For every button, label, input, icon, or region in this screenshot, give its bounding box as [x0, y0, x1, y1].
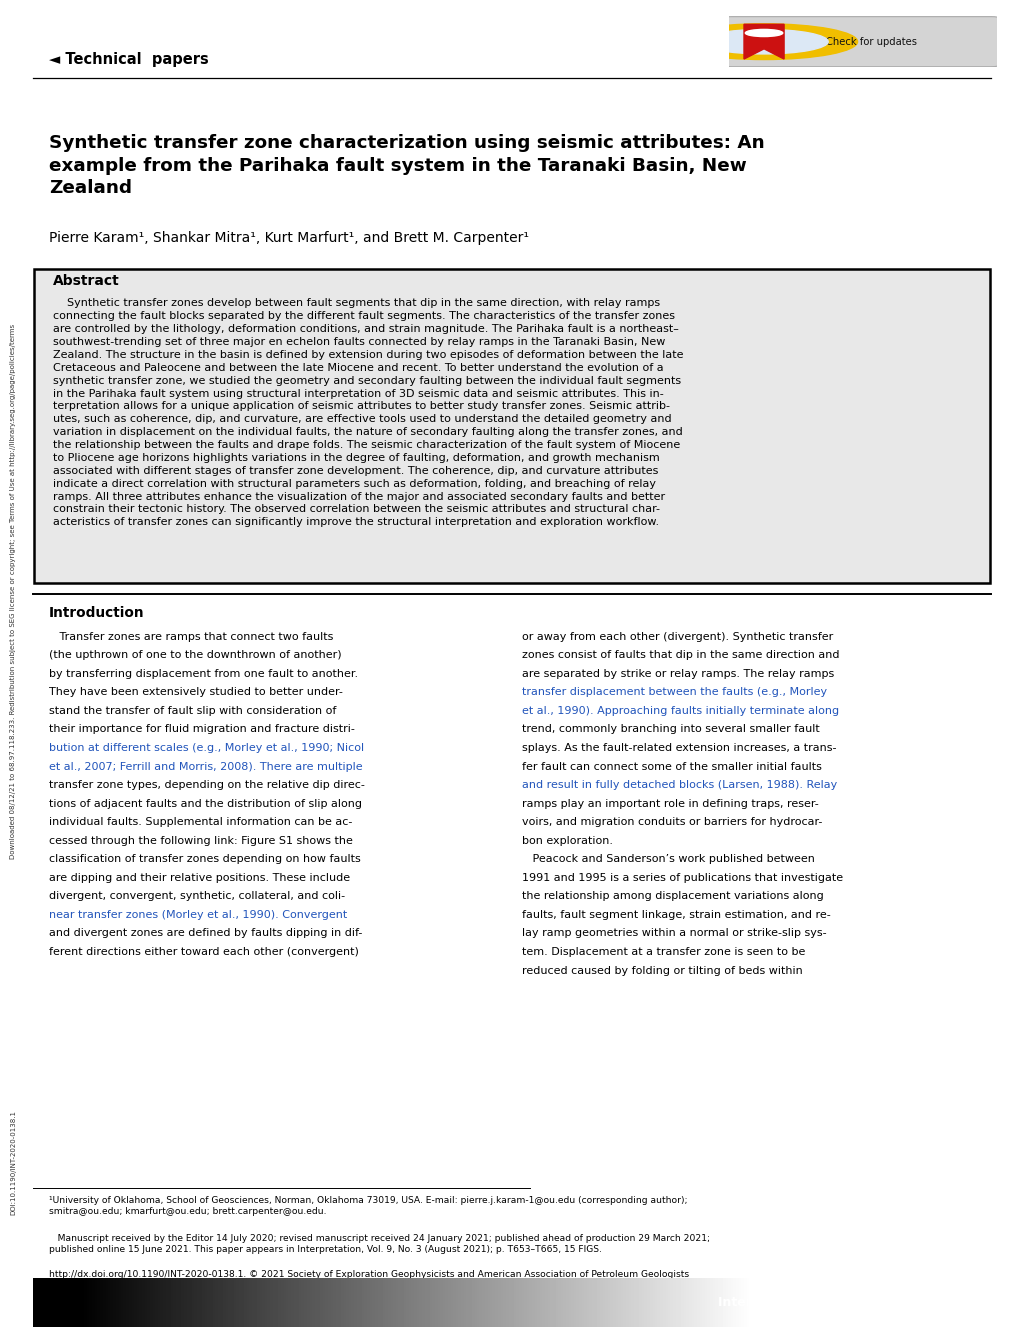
Text: by transferring displacement from one fault to another.: by transferring displacement from one fa… — [49, 669, 358, 679]
Text: cessed through the following link: Figure S1 shows the: cessed through the following link: Figur… — [49, 836, 353, 845]
Text: divergent, convergent, synthetic, collateral, and coli-: divergent, convergent, synthetic, collat… — [49, 891, 344, 902]
Text: ramps play an important role in defining traps, reser-: ramps play an important role in defining… — [522, 798, 818, 809]
Text: Synthetic transfer zone characterization using seismic attributes: An
example fr: Synthetic transfer zone characterization… — [49, 134, 764, 198]
Text: http://dx.doi.org/10.1190/INT-2020-0138.1. © 2021 Society of Exploration Geophys: http://dx.doi.org/10.1190/INT-2020-0138.… — [49, 1270, 689, 1279]
Text: bution at different scales (e.g., Morley et al., 1990; Nicol: bution at different scales (e.g., Morley… — [49, 743, 364, 753]
Text: transfer displacement between the faults (e.g., Morley: transfer displacement between the faults… — [522, 687, 826, 698]
Text: They have been extensively studied to better under-: They have been extensively studied to be… — [49, 687, 342, 698]
Text: trend, commonly branching into several smaller fault: trend, commonly branching into several s… — [522, 724, 819, 734]
Text: or away from each other (divergent). Synthetic transfer: or away from each other (divergent). Syn… — [522, 632, 833, 641]
Circle shape — [745, 30, 782, 36]
Text: et al., 1990). Approaching faults initially terminate along: et al., 1990). Approaching faults initia… — [522, 706, 839, 716]
Text: their importance for fluid migration and fracture distri-: their importance for fluid migration and… — [49, 724, 355, 734]
Text: the relationship among displacement variations along: the relationship among displacement vari… — [522, 891, 823, 902]
Text: and result in fully detached blocks (Larsen, 1988). Relay: and result in fully detached blocks (Lar… — [522, 780, 837, 790]
Text: faults, fault segment linkage, strain estimation, and re-: faults, fault segment linkage, strain es… — [522, 910, 830, 919]
Text: ¹University of Oklahoma, School of Geosciences, Norman, Oklahoma 73019, USA. E-m: ¹University of Oklahoma, School of Geosc… — [49, 1196, 687, 1216]
FancyBboxPatch shape — [723, 16, 999, 67]
FancyBboxPatch shape — [34, 269, 989, 583]
Text: Synthetic transfer zones develop between fault segments that dip in the same dir: Synthetic transfer zones develop between… — [53, 298, 683, 527]
Text: Abstract: Abstract — [53, 274, 119, 288]
Text: stand the transfer of fault slip with consideration of: stand the transfer of fault slip with co… — [49, 706, 336, 716]
Text: tions of adjacent faults and the distribution of slip along: tions of adjacent faults and the distrib… — [49, 798, 362, 809]
Text: fer fault can connect some of the smaller initial faults: fer fault can connect some of the smalle… — [522, 762, 821, 771]
Circle shape — [669, 24, 857, 59]
Text: 1991 and 1995 is a series of publications that investigate: 1991 and 1995 is a series of publication… — [522, 872, 843, 883]
Text: Introduction: Introduction — [49, 606, 145, 620]
Text: ferent directions either toward each other (convergent): ferent directions either toward each oth… — [49, 948, 359, 957]
Text: et al., 2007; Ferrill and Morris, 2008). There are multiple: et al., 2007; Ferrill and Morris, 2008).… — [49, 762, 362, 771]
Text: and divergent zones are defined by faults dipping in dif-: and divergent zones are defined by fault… — [49, 929, 362, 938]
Text: DOI:10.1190/INT-2020-0138.1: DOI:10.1190/INT-2020-0138.1 — [10, 1110, 16, 1215]
Text: Downloaded 08/12/21 to 68.97.118.233. Redistribution subject to SEG license or c: Downloaded 08/12/21 to 68.97.118.233. Re… — [10, 324, 16, 859]
Text: splays. As the fault-related extension increases, a trans-: splays. As the fault-related extension i… — [522, 743, 836, 753]
Text: individual faults. Supplemental information can be ac-: individual faults. Supplemental informat… — [49, 817, 352, 827]
Text: classification of transfer zones depending on how faults: classification of transfer zones dependi… — [49, 855, 361, 864]
Text: ◄ Technical  papers: ◄ Technical papers — [49, 51, 209, 67]
Text: transfer zone types, depending on the relative dip direc-: transfer zone types, depending on the re… — [49, 780, 365, 790]
Text: Peacock and Sanderson’s work published between: Peacock and Sanderson’s work published b… — [522, 855, 814, 864]
Text: Pierre Karam¹, Shankar Mitra¹, Kurt Marfurt¹, and Brett M. Carpenter¹: Pierre Karam¹, Shankar Mitra¹, Kurt Marf… — [49, 231, 529, 245]
Text: are separated by strike or relay ramps. The relay ramps: are separated by strike or relay ramps. … — [522, 669, 834, 679]
Text: (the upthrown of one to the downthrown of another): (the upthrown of one to the downthrown o… — [49, 650, 341, 660]
Text: are dipping and their relative positions. These include: are dipping and their relative positions… — [49, 872, 350, 883]
Polygon shape — [743, 24, 784, 59]
Text: bon exploration.: bon exploration. — [522, 836, 612, 845]
Text: Interpretation / August 2021   T653: Interpretation / August 2021 T653 — [717, 1296, 966, 1309]
Text: Check for updates: Check for updates — [824, 36, 916, 47]
Text: lay ramp geometries within a normal or strike-slip sys-: lay ramp geometries within a normal or s… — [522, 929, 826, 938]
Text: Manuscript received by the Editor 14 July 2020; revised manuscript received 24 J: Manuscript received by the Editor 14 Jul… — [49, 1234, 709, 1254]
Text: zones consist of faults that dip in the same direction and: zones consist of faults that dip in the … — [522, 650, 839, 660]
Text: voirs, and migration conduits or barriers for hydrocar-: voirs, and migration conduits or barrier… — [522, 817, 821, 827]
Text: reduced caused by folding or tilting of beds within: reduced caused by folding or tilting of … — [522, 965, 802, 976]
Text: tem. Displacement at a transfer zone is seen to be: tem. Displacement at a transfer zone is … — [522, 948, 805, 957]
Text: Transfer zones are ramps that connect two faults: Transfer zones are ramps that connect tw… — [49, 632, 333, 641]
Circle shape — [699, 30, 827, 54]
Text: near transfer zones (Morley et al., 1990). Convergent: near transfer zones (Morley et al., 1990… — [49, 910, 346, 919]
